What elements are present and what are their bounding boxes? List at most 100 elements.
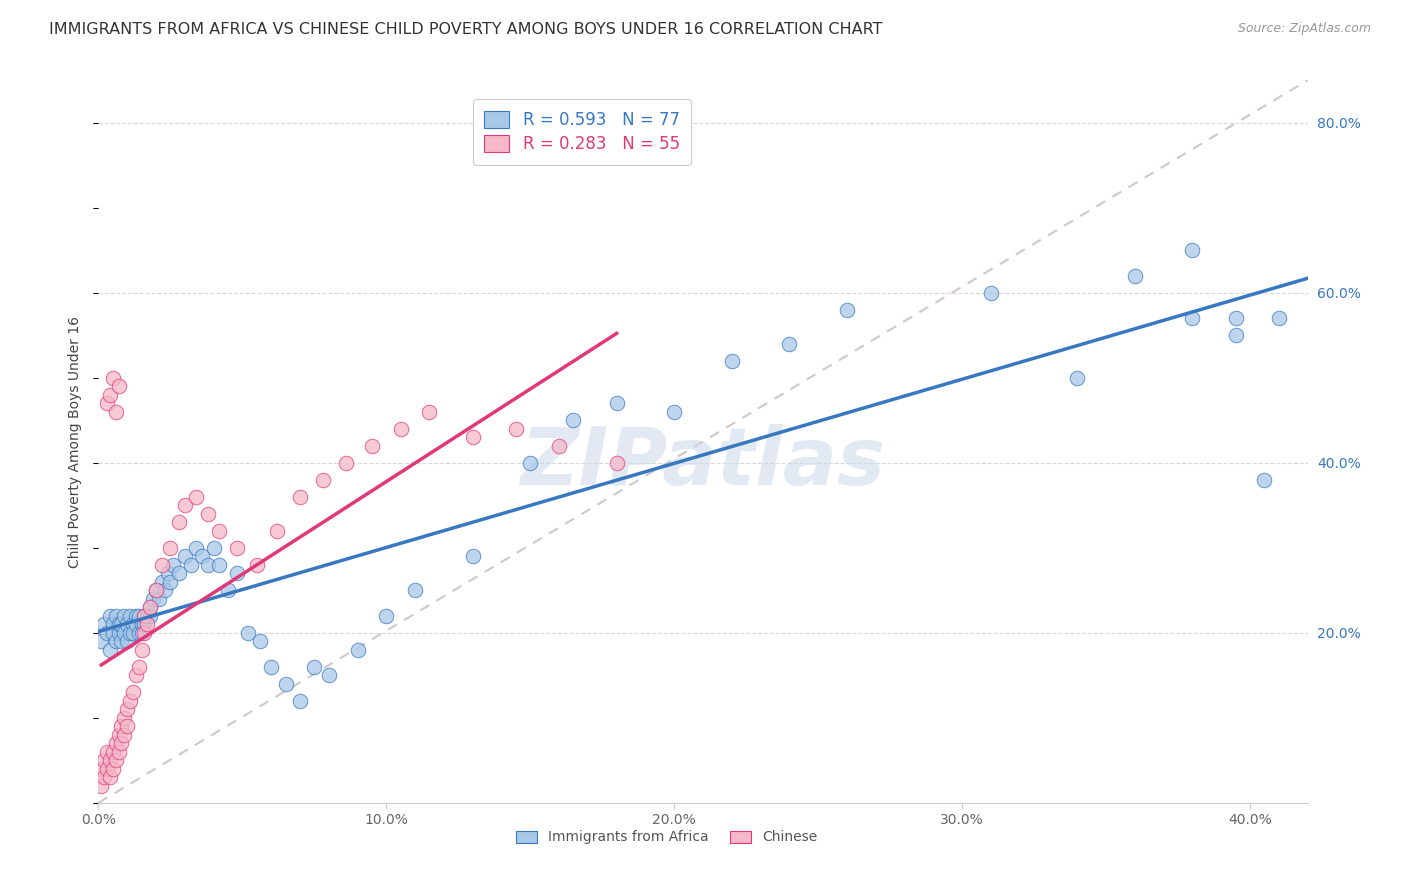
- Point: [720, 353, 742, 368]
- Point: [120, 625, 142, 640]
- Point: [217, 583, 239, 598]
- Point: [101, 745, 124, 759]
- Point: [145, 583, 167, 598]
- Point: [139, 600, 162, 615]
- Point: [107, 379, 129, 393]
- Point: [505, 422, 527, 436]
- Point: [112, 728, 135, 742]
- Point: [134, 608, 156, 623]
- Point: [312, 473, 335, 487]
- Point: [128, 625, 150, 640]
- Point: [98, 770, 121, 784]
- Point: [101, 762, 124, 776]
- Point: [266, 524, 288, 538]
- Point: [98, 753, 121, 767]
- Point: [1253, 473, 1275, 487]
- Point: [148, 591, 170, 606]
- Point: [110, 719, 132, 733]
- Point: [134, 608, 156, 623]
- Point: [131, 642, 153, 657]
- Point: [104, 405, 127, 419]
- Point: [145, 583, 167, 598]
- Point: [335, 456, 357, 470]
- Point: [131, 617, 153, 632]
- Point: [1225, 328, 1247, 343]
- Point: [1268, 311, 1291, 326]
- Point: [110, 617, 132, 632]
- Point: [288, 490, 311, 504]
- Point: [104, 634, 127, 648]
- Point: [139, 600, 162, 615]
- Legend: Immigrants from Africa, Chinese: Immigrants from Africa, Chinese: [510, 825, 823, 850]
- Point: [125, 668, 148, 682]
- Point: [131, 625, 153, 640]
- Point: [107, 617, 129, 632]
- Point: [208, 558, 231, 572]
- Point: [208, 524, 231, 538]
- Point: [548, 439, 571, 453]
- Point: [96, 396, 118, 410]
- Text: ZIPatlas: ZIPatlas: [520, 425, 886, 502]
- Point: [249, 634, 271, 648]
- Point: [225, 566, 247, 581]
- Point: [107, 728, 129, 742]
- Point: [98, 608, 121, 623]
- Point: [115, 634, 138, 648]
- Point: [519, 456, 541, 470]
- Point: [1181, 311, 1204, 326]
- Point: [112, 625, 135, 640]
- Point: [107, 745, 129, 759]
- Point: [246, 558, 269, 572]
- Text: Source: ZipAtlas.com: Source: ZipAtlas.com: [1237, 22, 1371, 36]
- Point: [225, 541, 247, 555]
- Point: [778, 336, 800, 351]
- Point: [122, 625, 145, 640]
- Point: [122, 685, 145, 699]
- Point: [236, 625, 259, 640]
- Point: [96, 745, 118, 759]
- Point: [90, 634, 112, 648]
- Point: [1066, 371, 1088, 385]
- Point: [120, 694, 142, 708]
- Point: [361, 439, 384, 453]
- Point: [101, 625, 124, 640]
- Point: [1181, 244, 1204, 258]
- Point: [98, 388, 121, 402]
- Point: [101, 617, 124, 632]
- Point: [128, 608, 150, 623]
- Point: [93, 770, 115, 784]
- Point: [125, 608, 148, 623]
- Point: [173, 549, 195, 564]
- Point: [304, 660, 326, 674]
- Point: [606, 396, 628, 410]
- Point: [1123, 268, 1146, 283]
- Point: [96, 762, 118, 776]
- Point: [98, 642, 121, 657]
- Point: [136, 608, 159, 623]
- Point: [461, 549, 484, 564]
- Text: IMMIGRANTS FROM AFRICA VS CHINESE CHILD POVERTY AMONG BOYS UNDER 16 CORRELATION : IMMIGRANTS FROM AFRICA VS CHINESE CHILD …: [49, 22, 883, 37]
- Point: [156, 566, 179, 581]
- Point: [115, 719, 138, 733]
- Point: [110, 736, 132, 750]
- Point: [173, 498, 195, 512]
- Point: [167, 566, 190, 581]
- Point: [112, 711, 135, 725]
- Point: [461, 430, 484, 444]
- Point: [122, 617, 145, 632]
- Point: [1225, 311, 1247, 326]
- Point: [346, 642, 368, 657]
- Point: [186, 541, 208, 555]
- Point: [110, 634, 132, 648]
- Point: [134, 625, 156, 640]
- Point: [167, 516, 190, 530]
- Point: [96, 625, 118, 640]
- Point: [101, 371, 124, 385]
- Point: [159, 574, 181, 589]
- Point: [162, 558, 184, 572]
- Point: [274, 677, 297, 691]
- Point: [139, 608, 162, 623]
- Point: [186, 490, 208, 504]
- Point: [606, 456, 628, 470]
- Point: [260, 660, 283, 674]
